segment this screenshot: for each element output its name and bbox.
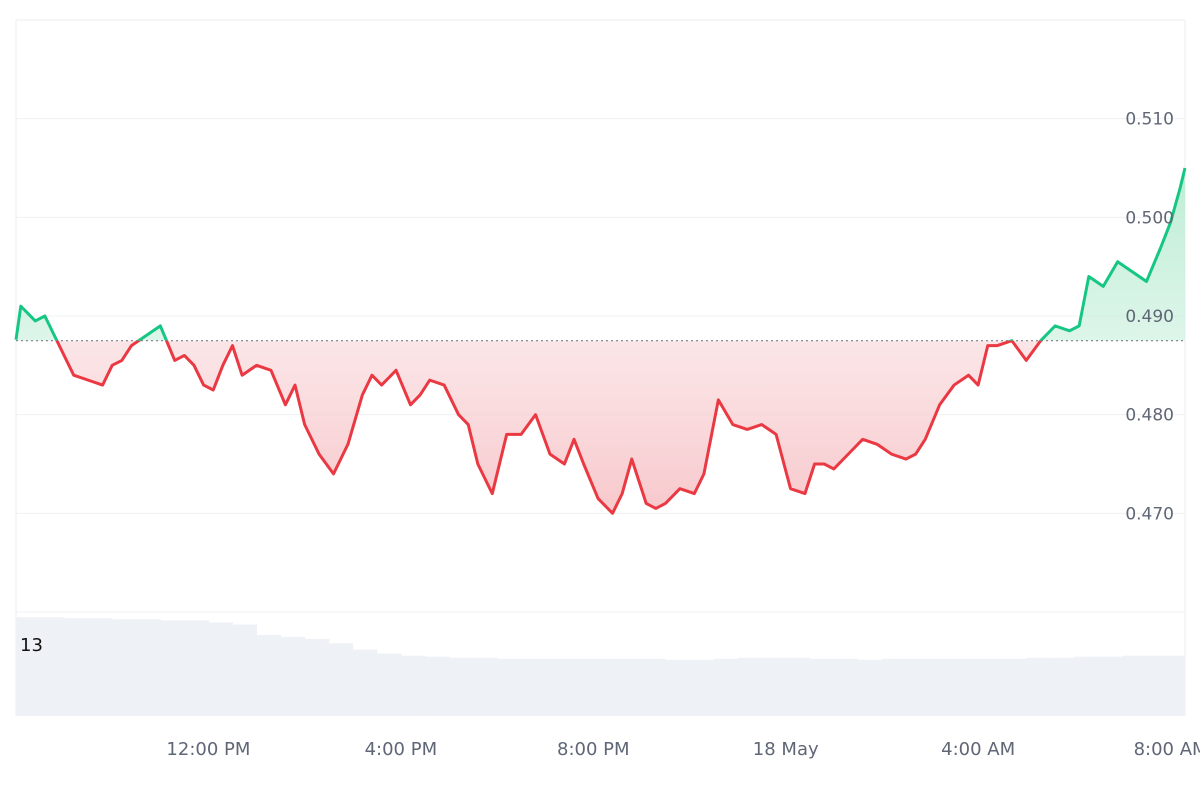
chart-frame [15,19,1186,716]
volume-bar [256,634,282,716]
volume-bar [785,657,811,716]
volume-bar [16,617,41,716]
volume-bar [1146,655,1172,716]
x-tick-label: 18 May [753,739,819,760]
area-below-baseline [16,340,1185,514]
volume-bar [88,618,113,716]
x-axis-ticks: 12:00 PM 4:00 PM 8:00 PM 18 May 4:00 AM 8:00 … [166,739,1200,760]
y-tick-label: 0.480 [1125,406,1174,426]
y-tick-label: 0.510 [1125,110,1174,130]
volume-bar [1098,656,1123,716]
volume-bar [424,656,450,716]
x-tick-label: 4:00 PM [365,739,438,760]
volume-bar [905,658,931,716]
volume-bar [64,618,89,716]
volume-bar [1074,656,1099,716]
volume-bar [473,657,498,716]
volume-bar [232,624,258,716]
volume-bar [569,658,594,716]
volume-bar [737,657,763,716]
area-fills [16,168,1185,514]
volume-bar [40,617,65,716]
volume-bar [954,658,979,716]
volume-bar [497,658,522,716]
volume-bar [352,649,378,716]
volume-bars [16,617,1186,716]
volume-bar [978,658,1003,716]
volume-bar [448,657,474,716]
volume-bar [328,643,354,716]
volume-bar [665,659,690,716]
volume-bar [689,659,715,716]
price-lines [14,167,1187,515]
volume-bar [857,659,883,716]
volume-label: 13 [20,635,43,656]
volume-bar [617,658,642,716]
volume-bar [304,639,330,716]
y-axis-ticks: 0.470 0.480 0.490 0.500 0.510 [1125,110,1174,525]
x-tick-label: 12:00 PM [166,739,250,760]
volume-bar [641,658,666,716]
volume-bar [1002,658,1027,716]
volume-bar [545,658,570,716]
volume-bar [1050,657,1075,716]
x-tick-label: 4:00 AM [941,739,1015,760]
volume-bar [809,658,835,716]
volume-bar [136,619,161,716]
volume-bar [761,657,787,716]
volume-bar [1122,655,1148,716]
volume-bar [184,620,209,716]
volume-bar [376,653,402,716]
volume-bar [160,620,185,716]
volume-bar [1026,657,1051,716]
volume-bar [112,619,137,716]
y-tick-label: 0.500 [1125,208,1174,228]
volume-bar [930,658,955,716]
volume-bar [521,658,546,716]
y-tick-label: 0.490 [1125,307,1174,327]
price-line-down [55,340,1043,515]
y-tick-label: 0.470 [1125,504,1174,524]
volume-bar [280,636,306,716]
volume-bar [593,658,618,716]
volume-bar [208,622,233,716]
volume-bar [833,658,859,716]
volume-bar [1170,655,1186,716]
volume-bar [881,658,907,716]
volume-bar [713,658,739,716]
x-tick-label: 8:00 PM [557,739,630,760]
volume-bar [400,655,426,716]
x-tick-label: 8:00 AM [1134,739,1200,760]
